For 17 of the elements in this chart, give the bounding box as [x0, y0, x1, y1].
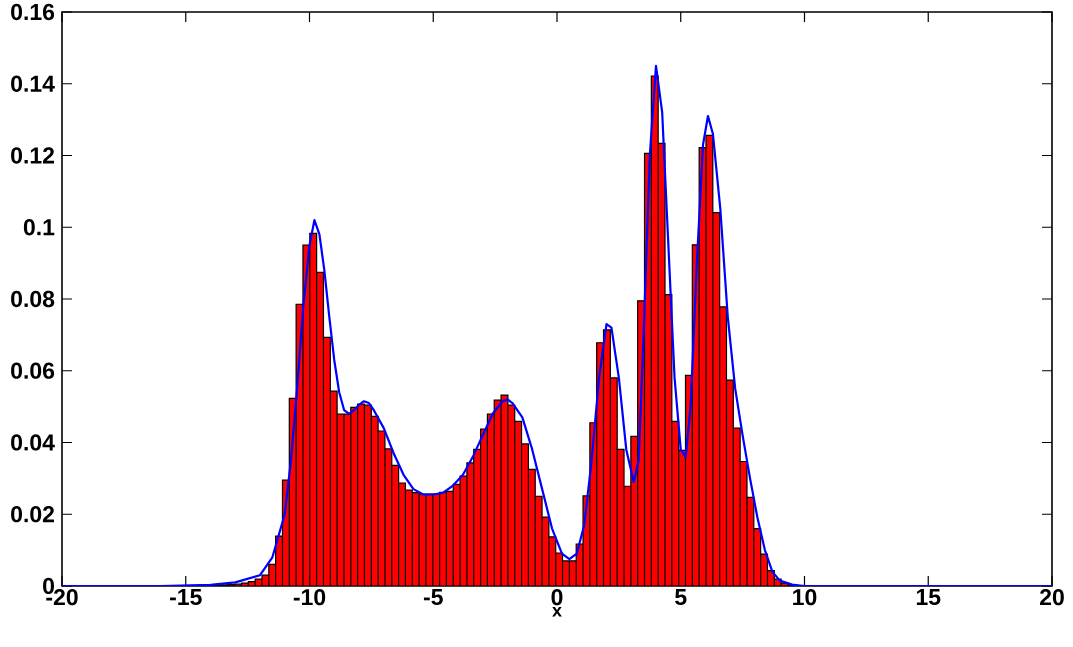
x-tick-label: -15 — [170, 589, 202, 606]
y-tick-label: 0.12 — [11, 147, 54, 164]
y-tick-label: 0.16 — [11, 3, 55, 21]
y-tick-label: 0.02 — [11, 506, 54, 523]
y-tick-label: 0.1 — [23, 219, 55, 236]
x-tick-label: -5 — [423, 589, 443, 606]
x-tick-label: 15 — [916, 589, 941, 606]
x-tick-label: 0 — [551, 589, 563, 606]
x-tick-label: 20 — [1039, 589, 1064, 606]
x-tick-label: 10 — [793, 589, 817, 606]
x-tick-label: 5 — [675, 589, 687, 606]
y-tick-label: 0.14 — [11, 75, 55, 92]
y-tick-label: 0.08 — [11, 290, 55, 308]
y-tick-label: 0.04 — [11, 434, 55, 451]
y-tick-label: 0.06 — [11, 362, 55, 379]
x-axis-title: x — [552, 607, 562, 617]
x-tick-label: -10 — [293, 589, 326, 606]
